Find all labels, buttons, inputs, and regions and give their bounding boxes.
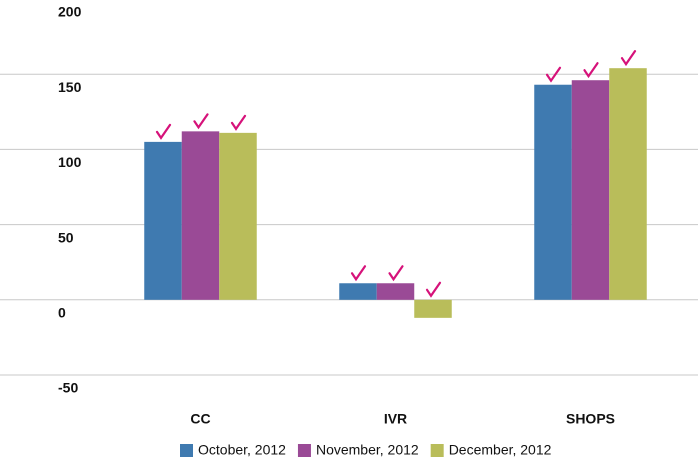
check-mark <box>388 265 404 282</box>
y-tick-label: 100 <box>58 154 82 170</box>
bar <box>144 141 182 300</box>
legend-label: November, 2012 <box>316 442 419 458</box>
y-tick-label: -50 <box>58 380 78 396</box>
bar <box>219 132 257 300</box>
check-mark <box>193 113 209 130</box>
bar <box>534 84 572 300</box>
x-tick-label: CC <box>190 411 210 427</box>
bar <box>339 283 377 300</box>
check-mark <box>230 114 247 131</box>
x-tick-label: SHOPS <box>566 411 615 427</box>
y-tick-label: 50 <box>58 229 74 245</box>
y-tick-label: 200 <box>58 4 82 20</box>
bar <box>571 80 610 300</box>
legend-swatch <box>180 444 193 457</box>
bar <box>181 131 220 300</box>
check-mark <box>425 281 442 298</box>
legend-label: October, 2012 <box>198 442 286 458</box>
y-tick-label: 0 <box>58 305 66 321</box>
bar <box>414 299 452 318</box>
x-tick-label: IVR <box>384 411 407 427</box>
check-mark <box>350 265 367 282</box>
check-mark <box>620 50 637 67</box>
legend-swatch <box>297 444 311 457</box>
legend-swatch <box>430 444 444 457</box>
check-mark <box>583 62 599 79</box>
bar <box>376 283 415 300</box>
bar <box>609 68 647 300</box>
legend-label: December, 2012 <box>449 442 552 458</box>
y-tick-label: 150 <box>58 79 82 95</box>
check-mark <box>155 123 172 140</box>
check-mark <box>545 66 562 83</box>
